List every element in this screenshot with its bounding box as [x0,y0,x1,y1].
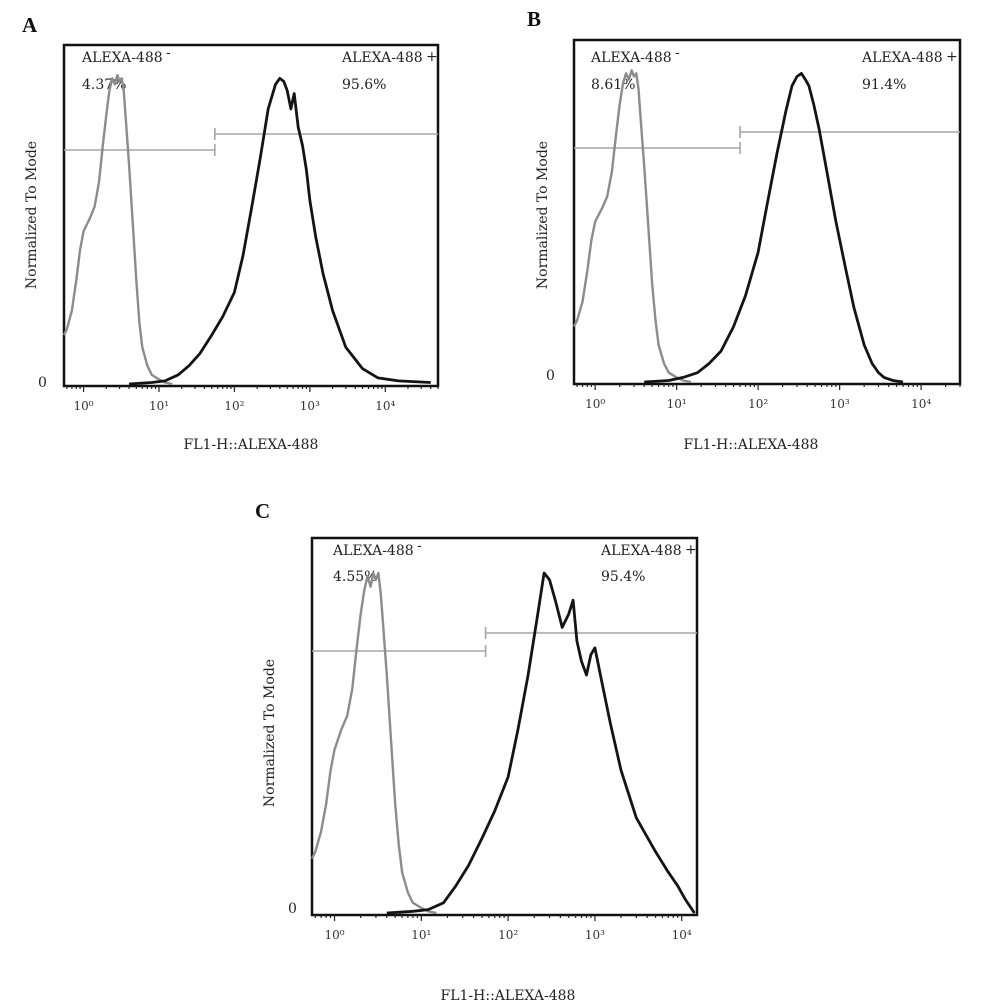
x-axis-title: FL1-H::ALEXA-488 [684,437,819,453]
histogram-negative [62,73,173,386]
gate-label: ALEXA-488 [332,543,414,559]
y-tick-label: 0 [546,368,555,384]
plot-frame [310,536,699,917]
gate-sign: - [166,45,171,61]
x-tick-label: 10⁰ [585,397,605,411]
histogram-negative [310,571,437,915]
x-tick-label: 10³ [300,399,320,413]
y-axis-title: Normalized To Mode [24,141,40,289]
panel-letter: A [22,13,38,37]
gate-label: ALEXA-488 [341,50,423,66]
y-tick-label: 0 [38,375,47,391]
plot-frame [62,43,440,388]
x-tick-label: 10² [748,397,768,411]
panel-letter: C [255,499,270,523]
x-tick-label: 10⁴ [911,397,931,411]
gate-sign: - [675,45,680,61]
panel-a: A Normalized To Mode 0 10⁰ 10¹ 10² 10³ 10⁴ FL1-H… [22,13,440,453]
histogram-positive [386,571,696,915]
gate-percent: 91.4% [862,77,906,93]
gate-sign: + [426,49,438,65]
gate-label: ALEXA-488 [600,543,682,559]
x-tick-label: 10⁴ [375,399,395,413]
panel-c: C Normalized To Mode 0 10⁰ 10¹ 10² 10³ 10⁴ FL1-H… [255,499,699,1004]
gate-label: ALEXA-488 [590,50,672,66]
gate-sign: - [417,538,422,554]
gate-sign: + [685,542,697,558]
x-axis-title: FL1-H::ALEXA-488 [184,437,319,453]
x-tick-label: 10² [498,928,518,942]
histogram-negative [572,69,692,384]
plot-frame [572,38,962,386]
x-tick-label: 10¹ [667,397,687,411]
histogram-positive [128,76,431,386]
y-tick-label: 0 [288,901,297,917]
panel-letter: B [527,7,541,31]
panel-b: B Normalized To Mode 0 10⁰ 10¹ 10² 10³ 10⁴ FL1-H… [527,7,962,453]
x-tick-label: 10¹ [411,928,431,942]
gate-label: ALEXA-488 [861,50,943,66]
gate-sign: + [946,49,958,65]
y-axis-title: Normalized To Mode [262,659,278,807]
gate-percent: 95.4% [601,569,645,585]
y-axis-title: Normalized To Mode [535,141,551,289]
x-axis-title: FL1-H::ALEXA-488 [441,988,576,1004]
x-tick-label: 10⁰ [74,399,94,413]
gate-label: ALEXA-488 [81,50,163,66]
x-tick-label: 10⁴ [672,928,692,942]
histogram-positive [644,72,904,384]
x-tick-label: 10¹ [149,399,169,413]
x-tick-label: 10³ [830,397,850,411]
gate-percent: 95.6% [342,77,386,93]
x-tick-label: 10³ [585,928,605,942]
x-tick-label: 10⁰ [324,928,344,942]
x-tick-label: 10² [224,399,244,413]
